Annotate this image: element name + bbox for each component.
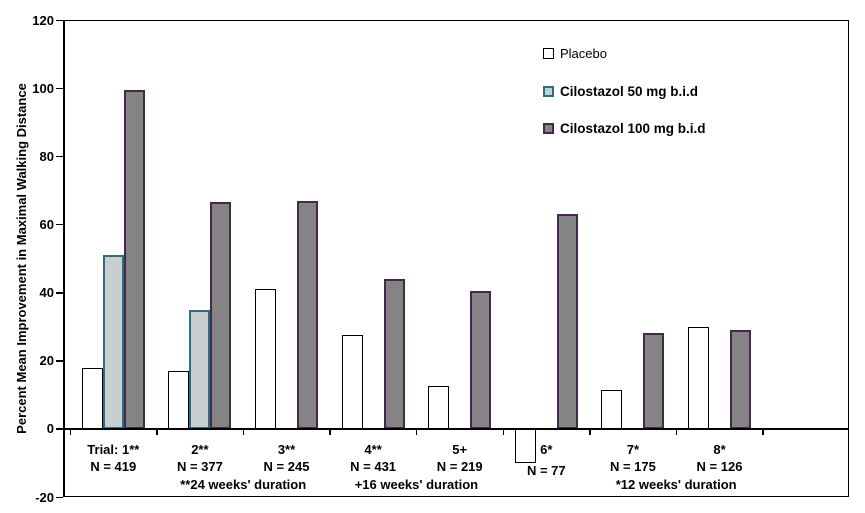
bar-placebo bbox=[688, 326, 709, 429]
y-tick-mark bbox=[56, 292, 63, 294]
bar-cilostazol-50 bbox=[102, 255, 124, 429]
duration-footnote: +16 weeks' duration bbox=[354, 477, 479, 492]
x-tick-mark bbox=[415, 428, 418, 435]
x-tick-mark bbox=[589, 428, 591, 435]
trial-label: 5+ bbox=[452, 442, 468, 457]
legend-swatch-cilostazol-100 bbox=[543, 123, 554, 134]
n-label: N = 419 bbox=[90, 459, 137, 474]
legend-label-cilostazol-50: Cilostazol 50 mg b.i.d bbox=[560, 83, 699, 99]
plot-area bbox=[63, 20, 849, 497]
duration-footnote: *12 weeks' duration bbox=[615, 477, 737, 492]
bar-cilostazol-100 bbox=[470, 290, 492, 429]
legend-swatch-cilostazol-50 bbox=[543, 85, 554, 97]
y-tick-mark bbox=[56, 223, 63, 226]
x-tick-mark bbox=[762, 428, 764, 435]
n-label: N = 245 bbox=[263, 459, 310, 474]
y-tick-label: -20 bbox=[35, 489, 54, 505]
bar-cilostazol-100 bbox=[297, 200, 318, 429]
y-tick-label: 120 bbox=[32, 12, 54, 28]
legend-label-placebo: Placebo bbox=[560, 46, 607, 61]
legend-item-cilostazol-50: Cilostazol 50 mg b.i.d bbox=[543, 84, 698, 99]
y-tick-mark bbox=[56, 360, 63, 362]
legend-swatch-placebo bbox=[543, 48, 554, 59]
y-tick-mark bbox=[56, 428, 63, 430]
y-tick-label: 100 bbox=[32, 80, 54, 96]
n-label: N = 77 bbox=[526, 463, 566, 478]
bar-cilostazol-50 bbox=[189, 309, 211, 429]
bar-cilostazol-100 bbox=[730, 330, 751, 429]
y-tick-mark bbox=[56, 19, 63, 21]
trial-label: Trial: 1** bbox=[87, 442, 140, 457]
bar-placebo bbox=[601, 389, 623, 429]
bar-cilostazol-100 bbox=[643, 333, 665, 429]
y-tick-label: 0 bbox=[46, 421, 54, 437]
bar-placebo bbox=[341, 335, 363, 429]
trial-label: 2** bbox=[191, 442, 209, 457]
bar-placebo bbox=[428, 386, 450, 429]
y-tick-label: 20 bbox=[39, 353, 54, 369]
trial-label: 6* bbox=[540, 442, 553, 457]
x-tick-mark bbox=[329, 428, 331, 435]
y-tick-label: 40 bbox=[39, 285, 54, 301]
x-tick-mark bbox=[242, 428, 245, 435]
x-tick-mark bbox=[156, 428, 158, 435]
y-tick-label: 80 bbox=[39, 148, 54, 164]
duration-footnote: **24 weeks' duration bbox=[180, 477, 307, 492]
n-label: N = 175 bbox=[609, 459, 656, 474]
legend-label-cilostazol-100: Cilostazol 100 mg b.i.d bbox=[560, 121, 706, 136]
y-tick-label: 60 bbox=[39, 216, 54, 232]
y-tick-mark bbox=[56, 87, 63, 90]
n-label: N = 377 bbox=[176, 459, 223, 474]
bar-cilostazol-100 bbox=[123, 89, 145, 429]
n-label: N = 431 bbox=[350, 459, 397, 474]
trial-label: 3** bbox=[277, 442, 296, 457]
trial-label: 4** bbox=[364, 442, 382, 457]
bar-placebo bbox=[168, 370, 190, 429]
bar-cilostazol-100 bbox=[383, 278, 405, 429]
legend-item-placebo: Placebo bbox=[543, 46, 607, 61]
bar-placebo bbox=[255, 289, 276, 429]
x-axis-zero-line bbox=[63, 427, 849, 430]
bar-placebo bbox=[81, 367, 103, 429]
x-tick-mark bbox=[502, 428, 504, 435]
n-label: N = 219 bbox=[436, 459, 483, 474]
y-tick-mark bbox=[56, 496, 63, 498]
y-tick-mark bbox=[56, 155, 63, 158]
x-tick-mark bbox=[69, 428, 71, 435]
x-tick-mark bbox=[675, 428, 678, 435]
bar-cilostazol-100 bbox=[556, 214, 578, 429]
trial-label: 8* bbox=[713, 442, 726, 457]
trial-label: 7* bbox=[626, 442, 640, 457]
bar-cilostazol-100 bbox=[210, 202, 232, 429]
n-label: N = 126 bbox=[696, 459, 743, 474]
legend-item-cilostazol-100: Cilostazol 100 mg b.i.d bbox=[543, 121, 706, 136]
